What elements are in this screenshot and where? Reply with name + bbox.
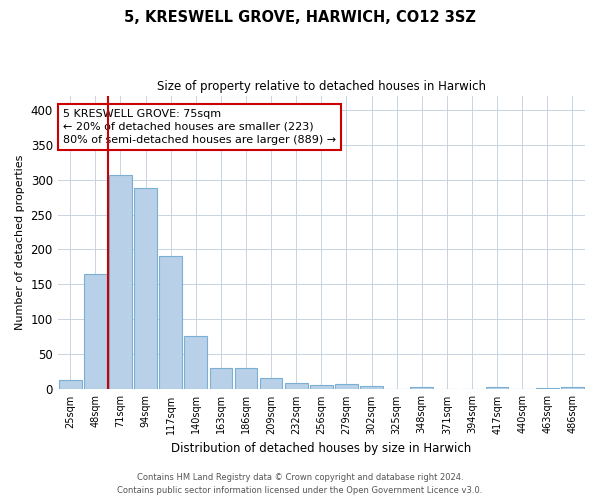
Bar — [84, 274, 107, 390]
Bar — [160, 256, 182, 390]
Bar — [536, 388, 559, 390]
Bar — [410, 386, 433, 390]
Bar — [184, 336, 207, 390]
Text: 5 KRESWELL GROVE: 75sqm
← 20% of detached houses are smaller (223)
80% of semi-d: 5 KRESWELL GROVE: 75sqm ← 20% of detache… — [63, 109, 336, 145]
Bar — [310, 384, 332, 390]
X-axis label: Distribution of detached houses by size in Harwich: Distribution of detached houses by size … — [171, 442, 472, 455]
Bar — [486, 388, 508, 390]
Text: Contains HM Land Registry data © Crown copyright and database right 2024.
Contai: Contains HM Land Registry data © Crown c… — [118, 474, 482, 495]
Title: Size of property relative to detached houses in Harwich: Size of property relative to detached ho… — [157, 80, 486, 93]
Bar — [209, 368, 232, 390]
Text: 5, KRESWELL GROVE, HARWICH, CO12 3SZ: 5, KRESWELL GROVE, HARWICH, CO12 3SZ — [124, 10, 476, 25]
Bar — [134, 188, 157, 390]
Bar — [109, 174, 132, 390]
Bar — [59, 380, 82, 390]
Bar — [285, 383, 308, 390]
Bar — [360, 386, 383, 390]
Y-axis label: Number of detached properties: Number of detached properties — [15, 155, 25, 330]
Bar — [561, 388, 584, 390]
Bar — [260, 378, 283, 390]
Bar — [235, 368, 257, 390]
Bar — [335, 384, 358, 390]
